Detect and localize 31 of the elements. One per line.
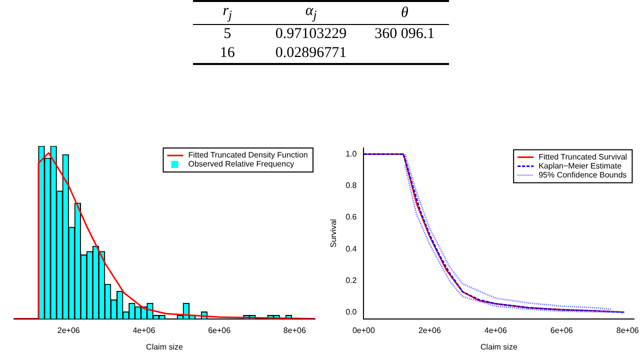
y-tick-label: 0.8 xyxy=(346,181,358,190)
x-tick-label: 8e+06 xyxy=(283,326,306,335)
y-tick-label: 1.0 xyxy=(346,149,358,158)
x-tick-label: 2e+06 xyxy=(418,326,442,335)
x-tick-label: 4e+06 xyxy=(132,326,156,335)
legend-label: Observed Relative Frequency xyxy=(188,160,294,169)
x-tick-label: 6e+06 xyxy=(208,326,232,335)
text: r$_{j}$ xyxy=(222,2,234,24)
y-tick-label: 0.0 xyxy=(346,308,358,317)
y-tick-label: 0.4 xyxy=(346,244,358,254)
y-axis-title: Survival xyxy=(329,218,338,248)
x-tick-label: 0e+00 xyxy=(352,326,376,335)
text: 0.97103229 xyxy=(274,25,348,44)
text: α$_{j}$ xyxy=(304,2,318,24)
legend-label: Kaplan−Meier Estimate xyxy=(538,162,622,171)
x-tick-label: 2e+06 xyxy=(57,326,80,335)
text: 16 xyxy=(218,44,236,63)
y-tick-label: 0.6 xyxy=(346,212,358,222)
text: 5 xyxy=(222,25,232,44)
text: 360 096.1 xyxy=(374,25,436,44)
text: θ xyxy=(400,4,410,22)
x-axis-title: Claim size xyxy=(146,342,184,352)
x-tick-label: 8e+06 xyxy=(616,326,640,335)
x-tick-label: 4e+06 xyxy=(484,326,508,335)
x-tick-label: 6e+06 xyxy=(550,326,574,335)
legend-label: Fitted Truncated Survival xyxy=(538,152,628,162)
legend-label: 95% Confidence Bounds xyxy=(538,170,627,180)
legend-label: Fitted Truncated Density Function xyxy=(188,150,308,160)
y-tick-label: 0.2 xyxy=(346,276,358,286)
text: 0.02896771 xyxy=(274,44,348,63)
x-axis-title: Claim size xyxy=(480,342,518,352)
